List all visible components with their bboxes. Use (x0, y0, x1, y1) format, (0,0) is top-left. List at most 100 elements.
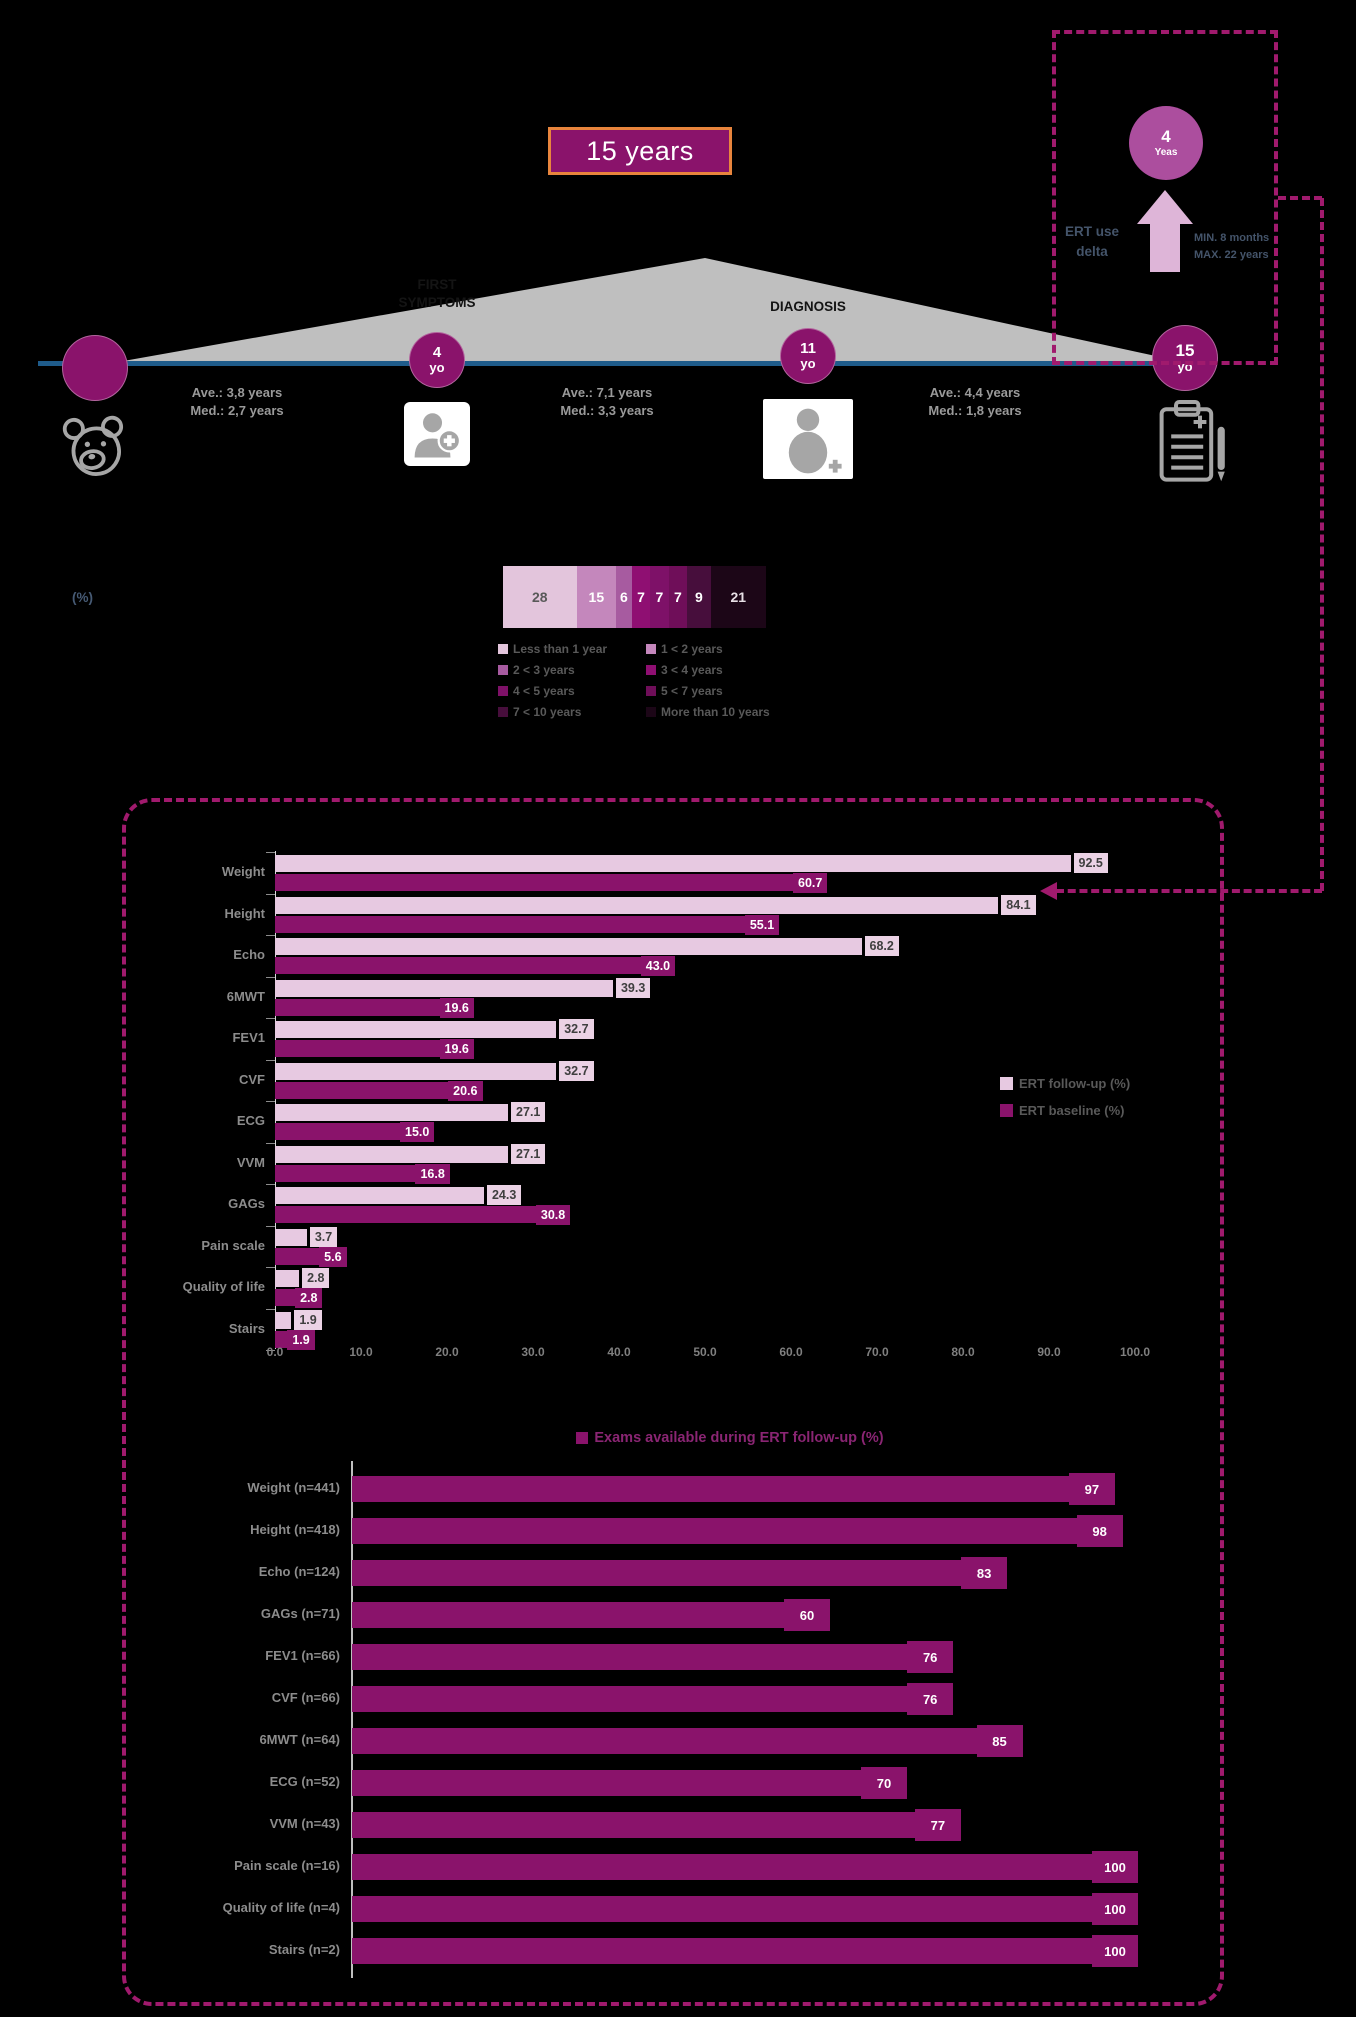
circle-unit: yo (429, 360, 445, 376)
circle-value: 15 (1175, 340, 1195, 360)
followup-bar (275, 1228, 307, 1246)
exam-value-label: 100 (1092, 1851, 1138, 1883)
connector-line-arrow (1056, 889, 1322, 893)
legend-item: ERT follow-up (%) (1000, 1076, 1130, 1091)
stacked-segment: 28 (503, 566, 577, 628)
baseline-value-label: 15.0 (400, 1122, 435, 1142)
chart2-category-label: Weight (n=441) (247, 1480, 340, 1495)
baseline-value-label: 5.6 (319, 1246, 347, 1267)
stacked-segment: 7 (668, 566, 688, 628)
ert-delay-stacked-bar: 28 15 6 7 7 7 9 21 (503, 566, 766, 628)
baseline-value-label: 16.8 (415, 1163, 450, 1184)
chart1-category-label: FEV1 (232, 1030, 265, 1045)
legend-item: 2 < 3 years (498, 663, 646, 677)
legend-swatch-icon (498, 644, 508, 654)
chart1-category-label: 6MWT (226, 988, 265, 1004)
followup-value-label: 27.1 (511, 1102, 546, 1122)
x-axis-tick-label: 20.0 (435, 1345, 459, 1359)
interval-median: Med.: 1,8 years (928, 403, 1022, 419)
chart1-category-label: Height (224, 905, 265, 921)
axis-tick (266, 1225, 275, 1227)
baseline-bar (275, 1206, 540, 1223)
circle-unit: yo (800, 356, 816, 372)
connector-arrowhead-icon (1040, 882, 1057, 900)
chart1-axis-line (275, 851, 276, 1349)
chart2-category-label: Echo (n=124) (258, 1564, 340, 1579)
exam-bar (352, 1602, 814, 1628)
axis-tick (266, 1184, 275, 1185)
exam-value-label: 60 (784, 1599, 830, 1631)
axis-tick (266, 1308, 275, 1310)
baseline-bar (275, 1247, 324, 1265)
exam-bar (352, 1644, 938, 1670)
exam-bar (352, 1560, 992, 1586)
x-axis-tick-label: 70.0 (865, 1345, 889, 1359)
exam-value-label: 70 (861, 1767, 907, 1799)
stacked-segment: 6 (616, 566, 632, 628)
chart1-category-label: ECG (236, 1113, 265, 1128)
followup-bar (275, 1187, 484, 1204)
baseline-bar (275, 1289, 300, 1306)
legend-label: Less than 1 year (513, 642, 608, 656)
exam-bar (352, 1476, 1099, 1502)
exam-bar (352, 1896, 1122, 1922)
interval-average: Ave.: 3,8 years (191, 385, 283, 400)
legend-item: 1 < 2 years (646, 642, 770, 656)
legend-label: 1 < 2 years (661, 642, 723, 656)
legend-label: 7 < 10 years (513, 705, 582, 719)
chart1-category-label: Quality of life (182, 1279, 265, 1294)
followup-value-label: 32.7 (559, 1019, 594, 1039)
followup-value-label: 92.5 (1073, 853, 1108, 873)
masked-doctor-icon (404, 402, 470, 466)
up-arrow-icon (1137, 190, 1193, 277)
axis-tick (266, 976, 275, 978)
followup-value-label: 1.9 (294, 1309, 322, 1330)
baseline-value-label: 60.7 (793, 873, 828, 893)
followup-value-label: 27.1 (511, 1143, 546, 1164)
exam-bar (352, 1938, 1122, 1964)
baseline-bar (275, 874, 798, 891)
exam-bar (352, 1770, 891, 1796)
legend-label: ERT follow-up (%) (1019, 1076, 1131, 1091)
followup-bar (275, 1104, 509, 1121)
baseline-value-label: 19.6 (439, 1039, 474, 1059)
interval-median: Med.: 2,7 years (190, 403, 284, 419)
interval-average: Ave.: 4,4 years (929, 385, 1021, 400)
followup-bar (275, 1311, 292, 1329)
timeline-circle-diagnosis: 11 yo (780, 328, 836, 384)
chart1-category-label: CVF (239, 1071, 265, 1087)
axis-tick (266, 1018, 275, 1019)
chart2-category-label: Stairs (n=2) (268, 1942, 340, 1957)
chart2-category-label: 6MWT (n=64) (259, 1732, 340, 1747)
exam-bar (352, 1854, 1122, 1880)
page-title-text: 15 years (586, 135, 694, 166)
ert-delta-circle: 4 Yeas (1129, 106, 1203, 180)
interval-symptoms-to-diagnosis: Ave.: 7,1 years Med.: 3,3 years (522, 384, 692, 420)
followup-value-label: 68.2 (864, 936, 899, 956)
legend-label: 2 < 3 years (513, 663, 575, 677)
clipboard-pen-icon (1152, 398, 1232, 486)
legend-item: 7 < 10 years (498, 705, 646, 719)
ert-use-delta-label: ERT use delta (1064, 224, 1119, 259)
followup-bar (275, 979, 613, 997)
axis-tick (266, 893, 275, 895)
legend-label: More than 10 years (661, 705, 770, 719)
legend-item: More than 10 years (646, 705, 770, 719)
chart2-category-label: GAGs (n=71) (260, 1606, 340, 1621)
followup-bar (275, 896, 999, 914)
baseline-value-label: 2.8 (295, 1288, 323, 1308)
followup-value-label: 3.7 (309, 1226, 338, 1247)
legend-item: 4 < 5 years (498, 684, 646, 698)
baseline-value-label: 19.6 (439, 997, 474, 1018)
baseline-bar (275, 998, 444, 1016)
axis-tick (266, 1350, 275, 1351)
x-axis-tick-label: 30.0 (521, 1345, 545, 1359)
chart2-category-label: Height (n=418) (250, 1522, 340, 1537)
legend-item: Less than 1 year (498, 642, 646, 656)
ert-delta-box (1052, 30, 1278, 365)
followup-bar (275, 938, 862, 955)
baseline-value-label: 30.8 (535, 1205, 571, 1225)
followup-bar (275, 1062, 557, 1080)
exam-value-label: 100 (1092, 1935, 1138, 1967)
